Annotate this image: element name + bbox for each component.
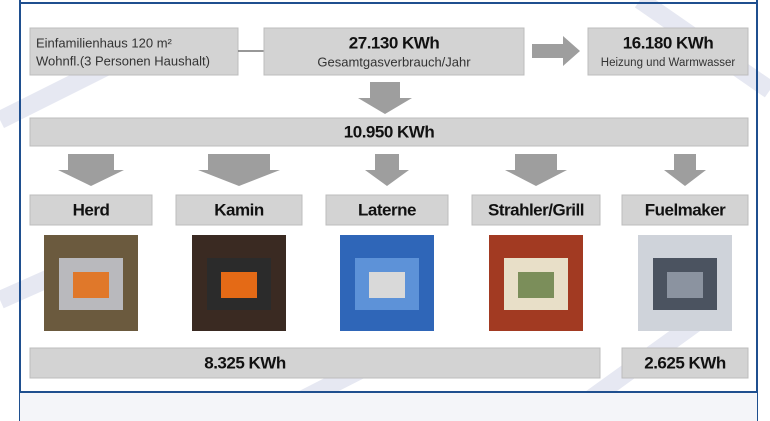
source-line: Einfamilienhaus 120 m² — [36, 35, 173, 50]
arrow-right — [532, 36, 580, 66]
photo-detail — [73, 272, 109, 298]
heating-value: 16.180 KWh — [623, 33, 714, 52]
use-label: Laterne — [358, 200, 416, 219]
use-photo — [340, 235, 434, 331]
photo-detail — [221, 272, 257, 298]
photo-detail — [518, 272, 554, 298]
arrow-down — [358, 82, 412, 114]
remaining-value: 10.950 KWh — [344, 122, 435, 141]
use-photo — [638, 235, 732, 331]
photo-detail — [667, 272, 703, 298]
subtotal-value: 2.625 KWh — [644, 353, 726, 372]
diagram: Einfamilienhaus 120 m² Wohnfl.(3 Persone… — [0, 0, 770, 421]
source-line: Wohnfl.(3 Personen Haushalt) — [36, 53, 210, 68]
use-photo — [192, 235, 286, 331]
use-photo — [44, 235, 138, 331]
photo-detail — [369, 272, 405, 298]
subtotal-box — [30, 348, 600, 378]
use-label: Kamin — [214, 200, 264, 219]
uses: Herd Kamin Laterne Strahler/Grill Fuelmaker — [30, 154, 748, 331]
footer-band — [20, 393, 757, 421]
total-label: Gesamtgasverbrauch/Jahr — [317, 54, 471, 69]
use-label: Herd — [73, 200, 110, 219]
arrow-down — [365, 154, 409, 186]
use-photo — [489, 235, 583, 331]
arrow-down — [664, 154, 706, 186]
arrow-down — [198, 154, 280, 186]
total-value: 27.130 KWh — [349, 33, 440, 52]
use-label: Fuelmaker — [645, 200, 726, 219]
heating-label: Heizung und Warmwasser — [601, 57, 736, 69]
use-label: Strahler/Grill — [488, 200, 584, 219]
arrow-down — [505, 154, 567, 186]
subtotal-value: 8.325 KWh — [204, 353, 286, 372]
arrow-down — [58, 154, 124, 186]
